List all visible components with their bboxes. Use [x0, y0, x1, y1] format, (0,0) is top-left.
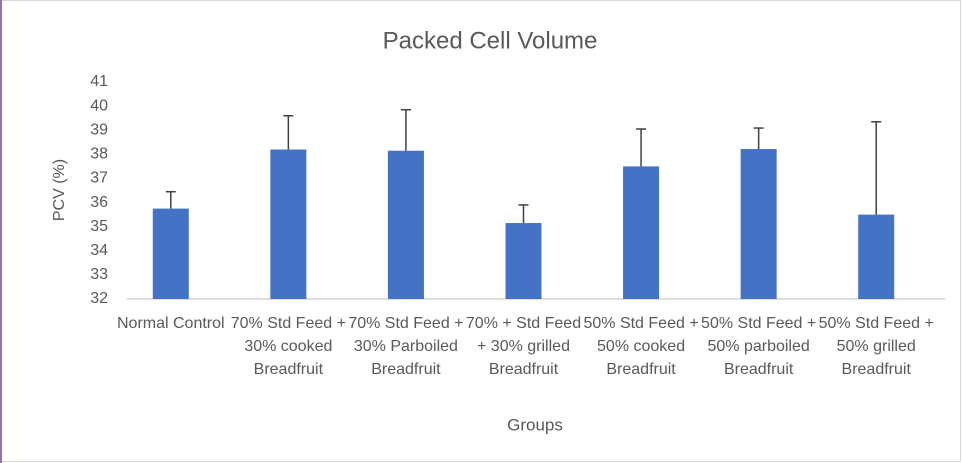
- y-tick-label: 39: [90, 121, 108, 138]
- error-bar: [165, 190, 176, 209]
- chart-title: Packed Cell Volume: [383, 27, 598, 54]
- y-tick-label: 41: [90, 73, 108, 90]
- y-tick-label: 34: [90, 242, 108, 259]
- bar: [387, 150, 424, 299]
- y-tick-label: 37: [90, 170, 108, 187]
- error-bar: [518, 204, 529, 224]
- error-bar: [753, 127, 764, 150]
- x-axis-label: Groups: [507, 415, 563, 434]
- bar: [740, 149, 777, 299]
- error-bar: [871, 121, 882, 215]
- bar: [858, 214, 895, 299]
- y-tick-label: 40: [90, 97, 108, 114]
- y-tick-label: 33: [90, 266, 108, 283]
- x-tick-label: 50% Std Feed + 50% grilled Breadfruit: [818, 315, 934, 378]
- bar: [152, 208, 189, 299]
- x-tick-label: 70% Std Feed + 30% Parboiled Breadfruit: [348, 315, 464, 378]
- y-tick-label: 38: [90, 146, 108, 163]
- error-bar: [283, 115, 294, 150]
- y-axis-label: PCV (%): [51, 159, 68, 221]
- y-tick-label: 36: [90, 194, 108, 211]
- x-tick-label: 50% Std Feed + 50% parboiled Breadfruit: [701, 315, 817, 378]
- y-tick-label: 32: [90, 290, 108, 307]
- y-tick-label: 35: [90, 218, 108, 235]
- x-tick-label: 70% + Std Feed + 30% grilled Breadfruit: [465, 315, 582, 378]
- x-tick-label: Normal Control: [116, 315, 225, 332]
- bar: [623, 166, 660, 299]
- error-bar: [400, 108, 411, 151]
- bar: [270, 149, 307, 299]
- x-tick-label: 50% Std Feed + 50% cooked Breadfruit: [583, 315, 699, 378]
- error-bar: [636, 128, 647, 167]
- bar: [505, 223, 542, 299]
- x-tick-label: 70% Std Feed + 30% cooked Breadfruit: [230, 315, 346, 378]
